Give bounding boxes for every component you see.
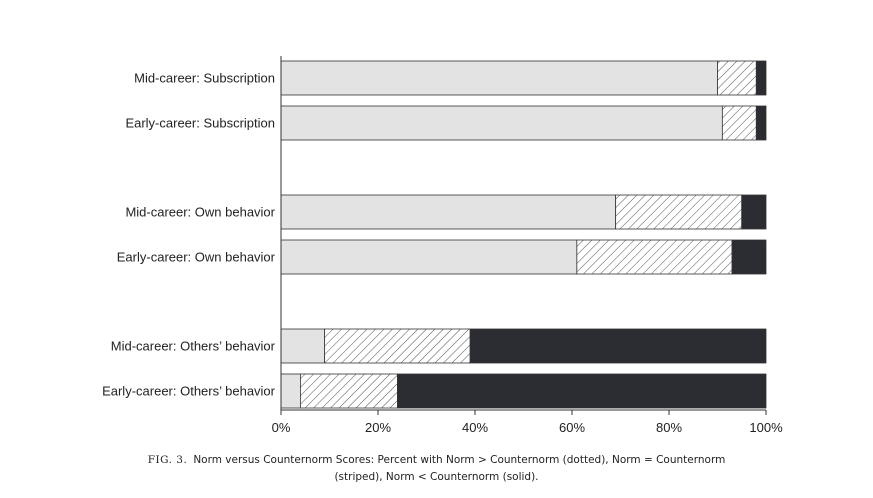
bar-segment-striped-4 [577, 240, 732, 274]
x-tick-label: 100% [749, 420, 783, 435]
bar-segment-solid-4 [732, 240, 766, 274]
bar-segment-striped-5 [325, 329, 471, 363]
category-label: Mid-career: Own behavior [125, 205, 275, 220]
stacked-bar-chart: Mid-career: Subscription Early-career: Su… [0, 0, 873, 440]
bar-segment-solid-1 [756, 61, 766, 95]
x-tick-label: 20% [365, 420, 391, 435]
category-label: Mid-career: Subscription [134, 71, 275, 86]
bar-segment-solid-5 [470, 329, 766, 363]
category-label: Early-career: Subscription [125, 116, 275, 131]
x-tick-label: 0% [272, 420, 291, 435]
bar-segment-striped-6 [300, 374, 397, 408]
x-tick-label: 80% [656, 420, 682, 435]
bar-segment-dotted-1 [281, 61, 718, 95]
x-tick-label: 40% [462, 420, 488, 435]
caption-line-1: FIG. 3. Norm versus Counternorm Scores: P… [100, 452, 773, 469]
category-label: Mid-career: Others’ behavior [111, 339, 276, 354]
bar-segment-solid-3 [742, 195, 766, 229]
bar-segment-striped-1 [718, 61, 757, 95]
category-label: Early-career: Others’ behavior [102, 384, 276, 399]
x-tick-label: 60% [559, 420, 585, 435]
caption-line-2: (striped), Norm < Counternorm (solid). [100, 469, 773, 486]
bar-segment-dotted-6 [281, 374, 300, 408]
figure-number: FIG. 3. [148, 454, 188, 466]
bar-segment-solid-2 [756, 106, 766, 140]
bar-segment-striped-3 [616, 195, 742, 229]
figure-caption: FIG. 3. Norm versus Counternorm Scores: P… [100, 452, 773, 486]
bar-segment-solid-6 [397, 374, 766, 408]
category-label: Early-career: Own behavior [117, 250, 276, 265]
bar-segment-dotted-2 [281, 106, 722, 140]
bar-segment-dotted-4 [281, 240, 577, 274]
bar-segment-dotted-5 [281, 329, 325, 363]
bar-segment-dotted-3 [281, 195, 616, 229]
caption-text: Norm versus Counternorm Scores: Percent … [193, 454, 725, 466]
bar-segment-striped-2 [722, 106, 756, 140]
